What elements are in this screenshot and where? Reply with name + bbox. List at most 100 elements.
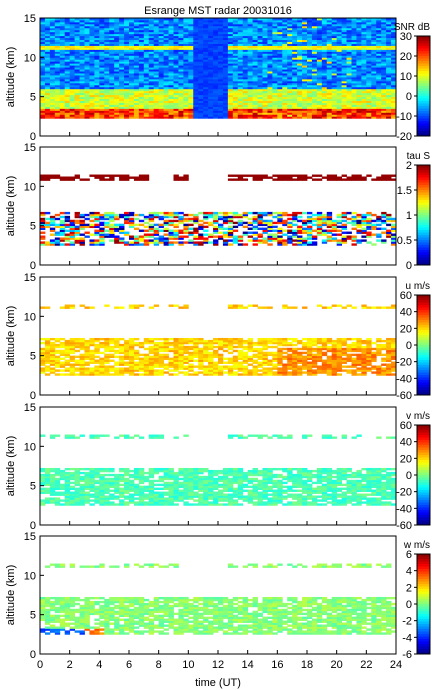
heatmap-cell [302, 39, 308, 42]
heatmap-cell [213, 82, 219, 86]
heatmap-cell [74, 337, 80, 341]
heatmap-cell [198, 116, 204, 119]
heatmap-cell [262, 176, 268, 179]
heatmap-cell [153, 21, 160, 25]
heatmap-cell [391, 53, 397, 56]
heatmap-cell [391, 47, 397, 50]
heatmap-cell [326, 92, 333, 96]
heatmap-cell [292, 243, 298, 246]
heatmap-cell [119, 116, 125, 119]
heatmap-cell [247, 88, 254, 92]
heatmap-cell [252, 114, 258, 117]
heatmap-cell [232, 41, 239, 44]
heatmap-cell [287, 213, 293, 217]
heatmap-cell [326, 71, 333, 74]
heatmap-cell [193, 96, 199, 100]
heatmap-cell [356, 223, 362, 227]
heatmap-cell [282, 223, 288, 227]
heatmap-cell [208, 55, 214, 58]
heatmap-cell [99, 363, 105, 366]
heatmap-cell [84, 373, 90, 376]
heatmap-cell [193, 47, 199, 50]
heatmap-cell [272, 63, 278, 66]
heatmap-cell [40, 84, 46, 88]
heatmap-cell [292, 215, 298, 219]
heatmap-cell [109, 18, 115, 21]
heatmap-cell [173, 45, 179, 48]
heatmap-cell [79, 86, 85, 90]
heatmap-cell [203, 63, 209, 66]
heatmap-cell [262, 213, 268, 217]
heatmap-cell [183, 114, 189, 117]
colorbar: tau S21.510.50 [397, 151, 431, 272]
heatmap-cell [173, 178, 179, 181]
heatmap-cell [391, 65, 397, 68]
heatmap-cell [227, 78, 234, 82]
heatmap-cell [361, 25, 367, 29]
heatmap-cell [316, 61, 323, 64]
heatmap-cell [198, 23, 204, 27]
heatmap-cell [114, 98, 120, 101]
heatmap-cell [168, 51, 174, 54]
heatmap-cell [227, 231, 234, 234]
heatmap-cell [331, 18, 338, 21]
heatmap-cell [49, 341, 56, 345]
heatmap-cell [321, 78, 328, 82]
heatmap-cell [178, 41, 184, 44]
heatmap-cell [242, 55, 249, 58]
heatmap-cell [267, 106, 273, 109]
heatmap-cell [94, 82, 100, 86]
heatmap-cell [232, 88, 239, 92]
heatmap-cell [49, 65, 56, 68]
heatmap-cell [307, 47, 313, 50]
heatmap-cell [40, 213, 46, 217]
heatmap-cell [361, 82, 367, 86]
colorbar-segment [417, 36, 430, 39]
heatmap-cell [114, 371, 120, 374]
heatmap-cell [40, 112, 46, 115]
heatmap-cell [168, 88, 174, 92]
heatmap-cell [371, 55, 377, 58]
heatmap-cell [247, 37, 254, 41]
heatmap-cell [89, 41, 95, 44]
heatmap-cell [84, 231, 90, 234]
heatmap-cell [282, 53, 288, 56]
heatmap-cell [79, 178, 85, 181]
heatmap-cell [316, 86, 323, 90]
heatmap-cell [391, 67, 397, 70]
heatmap-cell [366, 241, 372, 244]
heatmap-cell [267, 211, 273, 215]
heatmap-cell [59, 86, 66, 90]
heatmap-cell [218, 211, 224, 215]
heatmap-cell [129, 106, 135, 109]
heatmap-cell [386, 98, 392, 101]
heatmap-cell [54, 217, 61, 221]
heatmap-cell [59, 75, 66, 78]
heatmap-cell [361, 112, 367, 115]
heatmap-cell [282, 51, 288, 54]
heatmap-cell [282, 57, 288, 60]
heatmap-cell [183, 84, 189, 88]
heatmap-cell [173, 100, 179, 103]
heatmap-cell [222, 100, 229, 103]
heatmap-cell [262, 92, 268, 96]
heatmap-cell [129, 55, 135, 58]
heatmap-cell [153, 211, 160, 215]
heatmap-cell [351, 63, 357, 66]
heatmap-cell [351, 90, 357, 94]
heatmap-cell [49, 25, 56, 29]
heatmap-cell [129, 221, 135, 225]
heatmap-cell [64, 73, 71, 76]
heatmap-cell [114, 57, 120, 60]
heatmap-cell [203, 217, 209, 221]
heatmap-cell [297, 25, 303, 29]
heatmap-cell [292, 25, 298, 29]
colorbar-segment [417, 91, 430, 94]
heatmap-cell [366, 100, 372, 103]
heatmap-cell [143, 55, 150, 58]
heatmap-cell [153, 80, 160, 84]
heatmap-cell [247, 78, 254, 82]
heatmap-cell [252, 243, 258, 246]
colorbar-segment [417, 63, 430, 67]
heatmap-cell [376, 110, 382, 113]
